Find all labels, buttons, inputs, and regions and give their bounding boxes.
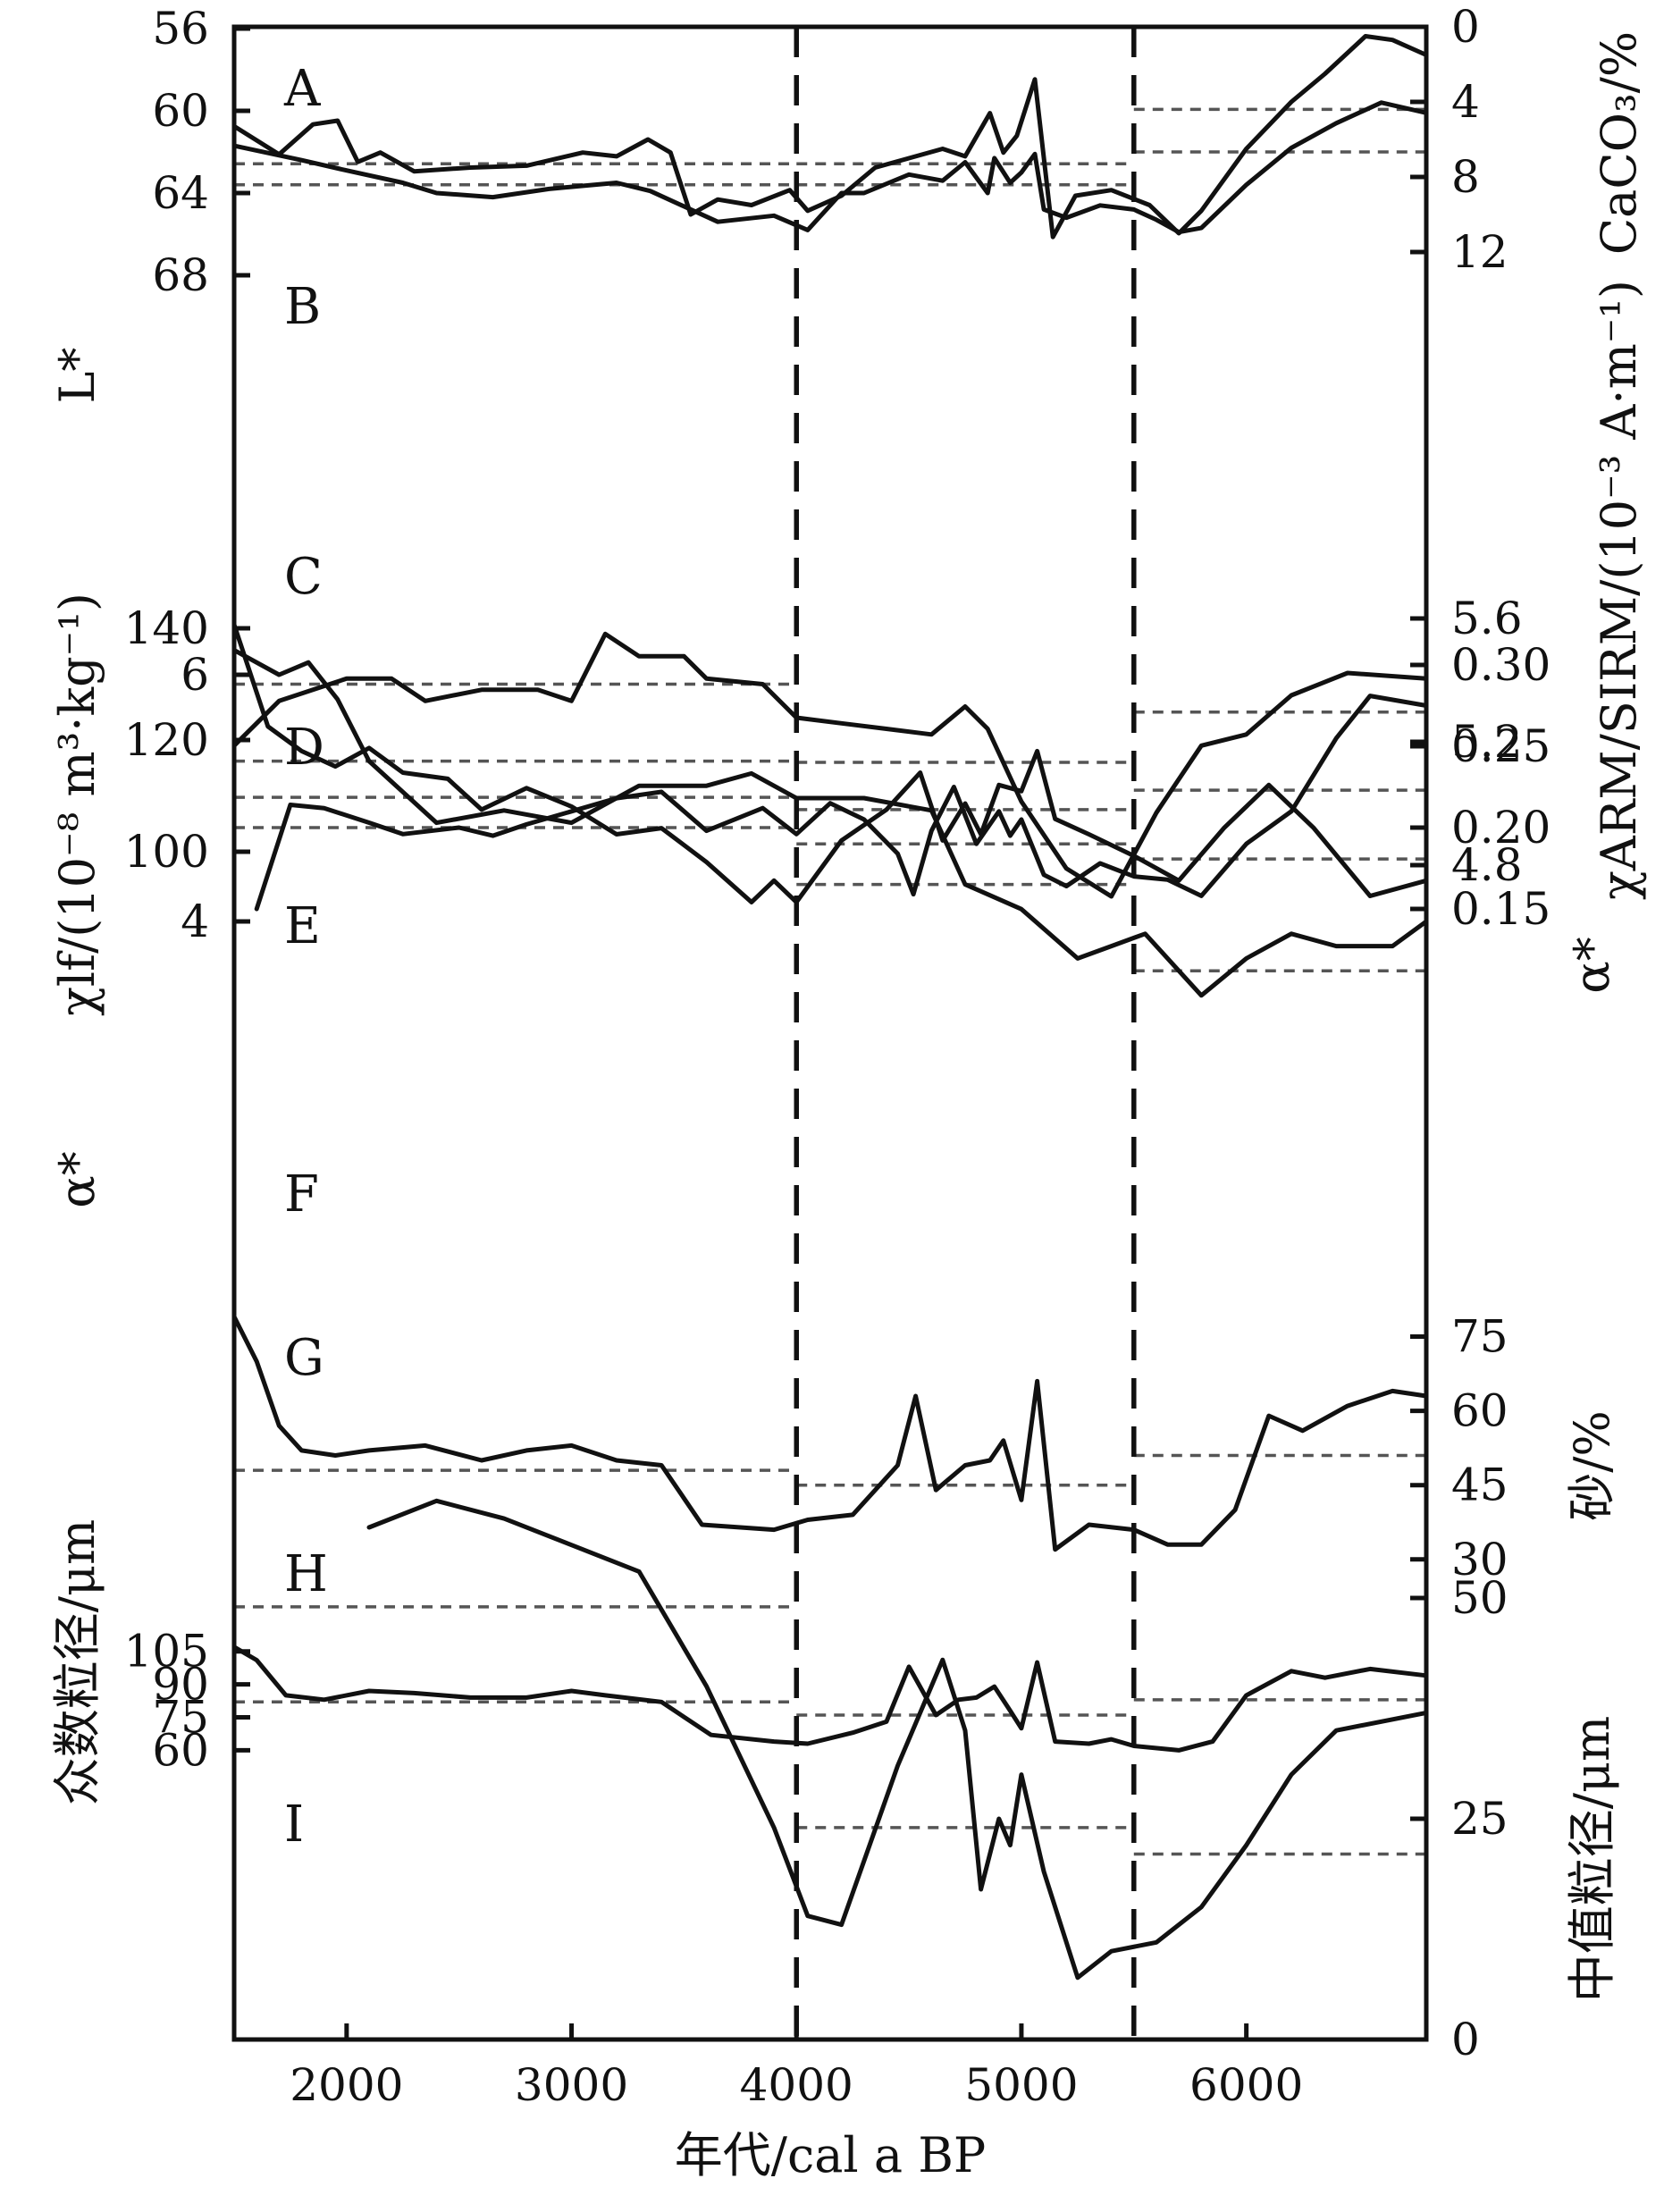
ytick-label-B-2: 64 [152, 167, 209, 219]
ytick-label-C-2: 0.25 [1451, 720, 1551, 772]
ytick-label-A-2: 8 [1451, 151, 1480, 203]
panel-label-F: F [284, 1165, 319, 1224]
panel-label-B: B [284, 278, 321, 336]
series-line-G [231, 1314, 1429, 1552]
ytick-label-E-1: 5.2 [1451, 716, 1523, 768]
axis-label-A: CaCO₃/% [1591, 31, 1647, 255]
ytick-label-D-1: 120 [124, 714, 209, 766]
ytick-label-G-1: 45 [1451, 1459, 1509, 1511]
ytick-label-H-3: 105 [124, 1626, 209, 1678]
ytick-label-D-0: 100 [124, 826, 209, 878]
ytick-label-E-2: 5.6 [1451, 593, 1523, 644]
series-line-E [231, 622, 1429, 904]
axis-label-H: 众数粒径/μm [49, 1519, 105, 1806]
x-axis-label: 年代/cal a BP [675, 2127, 986, 2183]
axis-label-B: L* [49, 348, 105, 404]
ytick-label-E-0: 4.8 [1451, 839, 1523, 891]
ytick-label-G-0: 30 [1451, 1534, 1509, 1585]
ytick-label-I-1: 25 [1451, 1793, 1509, 1845]
mean-lines [234, 107, 1426, 1856]
series-line-C [254, 694, 1429, 912]
panel-label-C: C [284, 548, 323, 606]
ytick-label-H-0: 60 [152, 1724, 209, 1776]
ytick-label-B-0: 56 [152, 3, 209, 55]
panel-label-H: H [284, 1545, 328, 1603]
series-line-D [231, 631, 1429, 899]
panel-label-E: E [284, 897, 321, 955]
xtick-label-4: 6000 [1189, 2059, 1303, 2111]
panel-label-D: D [284, 719, 324, 777]
ytick-label-B-1: 60 [152, 85, 209, 137]
xtick-label-3: 5000 [964, 2059, 1078, 2111]
ytick-label-G-3: 75 [1451, 1311, 1509, 1363]
axis-label-I: 中值粒径/μm [1564, 1716, 1620, 2003]
ytick-label-F-1: 4 [181, 896, 209, 947]
ytick-label-C-1: 0.20 [1451, 802, 1551, 854]
ytick-label-I-2: 50 [1451, 1572, 1509, 1624]
plot-frame [231, 24, 1429, 2042]
ytick-label-C-0: 0.15 [1451, 883, 1551, 935]
panel-label-A: A [283, 60, 321, 118]
series-line-B [231, 100, 1429, 235]
ytick-label-I-0: 0 [1451, 2014, 1480, 2065]
axis-ticks [234, 24, 1426, 2042]
ytick-label-C-3: 0.30 [1451, 639, 1551, 691]
series-line-F [231, 647, 1429, 998]
ytick-label-H-1: 75 [152, 1692, 209, 1744]
ytick-label-A-1: 4 [1451, 76, 1480, 128]
ytick-label-F-0: 6 [181, 649, 209, 701]
series-line-A [231, 34, 1429, 240]
series-lines [231, 34, 1429, 1981]
ytick-label-B-3: 68 [152, 249, 209, 301]
axis-label-D: χlf/(10⁻⁸ m³·kg⁻¹) [49, 593, 105, 1016]
axis-label-E: α* [1564, 937, 1620, 993]
ytick-label-G-2: 60 [1451, 1385, 1509, 1437]
ytick-label-H-2: 90 [152, 1659, 209, 1711]
xtick-label-2: 4000 [740, 2059, 853, 2111]
ytick-label-A-3: 12 [1451, 226, 1509, 278]
series-line-I [366, 1498, 1429, 1981]
xtick-label-0: 2000 [290, 2059, 403, 2111]
axis-label-C: χARM/SIRM/(10⁻³ A·m⁻¹) [1591, 280, 1647, 900]
panel-label-I: I [284, 1796, 304, 1854]
axis-label-F: α* [49, 1151, 105, 1207]
xtick-label-1: 3000 [515, 2059, 628, 2111]
ytick-label-A-0: 0 [1451, 1, 1480, 53]
axis-label-G: 砂/% [1564, 1410, 1620, 1521]
panel-label-G: G [284, 1329, 324, 1387]
series-line-H [231, 1644, 1429, 1753]
ytick-label-D-2: 140 [124, 602, 209, 654]
